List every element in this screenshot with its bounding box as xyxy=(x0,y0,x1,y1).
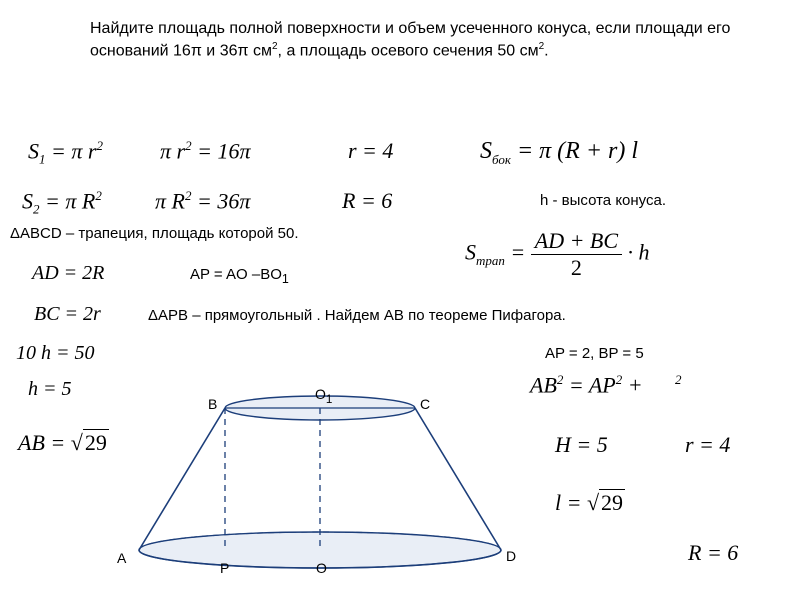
label-D: D xyxy=(506,548,516,564)
ab2-plus: + xyxy=(622,372,648,397)
pi-1: π xyxy=(191,42,202,59)
strap-num: AD + BC xyxy=(531,228,622,255)
label-B: B xyxy=(208,396,217,412)
s1-s: S xyxy=(28,138,39,163)
label-O: O xyxy=(316,560,327,576)
label-P: P xyxy=(220,560,229,576)
abcd-trap: ΔABCD – трапеция, площадь которой 50. xyxy=(10,225,299,242)
strap-s: S xyxy=(465,240,476,265)
formula-s2-rhs: π R2 = 36π xyxy=(155,188,250,214)
ab-sqrt-v: 29 xyxy=(83,429,109,455)
strap-eq: = xyxy=(505,240,531,265)
formula-h5: h = 5 xyxy=(28,378,72,401)
ap2-bp5: AP = 2, BP = 5 xyxy=(545,345,644,362)
label-O1-s: 1 xyxy=(326,393,332,406)
s2r: π R xyxy=(155,188,185,213)
ab2-l: AB xyxy=(530,372,557,397)
pi-2: π xyxy=(237,42,248,59)
label-C: C xyxy=(420,396,430,412)
ab2-m: = AP xyxy=(563,372,615,397)
formula-R6-a: R = 6 xyxy=(342,188,392,214)
ab2-s3: 2 xyxy=(675,372,682,387)
problem-cm: см xyxy=(249,42,272,59)
ap-eq-sub: 1 xyxy=(282,272,289,286)
frustum-figure: A B C D P O O1 xyxy=(120,390,520,580)
formula-strap: Sтрап = AD + BC2 · h xyxy=(465,228,650,281)
strap-den: 2 xyxy=(531,255,622,281)
formula-ab-sqrt: AB = √29 xyxy=(18,430,109,456)
formula-r4b: r = 4 xyxy=(685,432,730,458)
formula-s1-lhs: S1 = π r2 xyxy=(28,138,103,168)
formula-s1-rhs: π r2 = 16π xyxy=(160,138,250,164)
formula-R6b: R = 6 xyxy=(688,540,738,566)
l-sqrt-v: 29 xyxy=(599,489,625,515)
formula-H5: H = 5 xyxy=(555,432,608,458)
strap-sub: трап xyxy=(476,253,505,268)
problem-part2: , а площадь осевого сечения 50 см xyxy=(278,42,539,59)
ap-eq: AP = AO –BO1 xyxy=(190,266,289,286)
s1r: π r xyxy=(160,138,185,163)
formula-bc2r: BC = 2r xyxy=(34,303,101,326)
sbok-rest: = π (R + r) l xyxy=(511,138,638,164)
ap-eq-txt: AP = AO –BO xyxy=(190,266,282,283)
sbok-sub: бок xyxy=(492,152,511,167)
apb-right: ΔAPB – прямоугольный . Найдем AB по теор… xyxy=(148,307,566,324)
strap-tail: · h xyxy=(622,240,650,265)
s1-sup: 2 xyxy=(96,138,103,153)
s2-s: S xyxy=(22,188,33,213)
label-A: A xyxy=(117,550,126,566)
ab-sqrt-l: AB = xyxy=(18,430,71,455)
formula-ad2r: AD = 2R xyxy=(32,262,104,285)
formula-r4: r = 4 xyxy=(348,138,393,164)
formula-l-sqrt: l = √29 xyxy=(555,490,625,516)
s2-eq: = π R xyxy=(40,188,96,213)
problem-text: Найдите площадь полной поверхности и объ… xyxy=(90,18,770,62)
s1-eq: = π r xyxy=(46,138,97,163)
problem-and: и 36 xyxy=(202,42,238,59)
sbok-s: S xyxy=(480,138,492,164)
formula-s2-lhs: S2 = π R2 xyxy=(22,188,102,218)
problem-dot: . xyxy=(544,42,548,59)
label-O1: O1 xyxy=(315,386,332,406)
s2-sup: 2 xyxy=(95,188,102,203)
formula-ab2: AB2 = AP2 + BP2 xyxy=(530,372,681,398)
formula-sbok: Sбок = π (R + r) l xyxy=(480,138,638,168)
s2r-eq: = 36π xyxy=(191,188,250,213)
s1r-eq: = 16π xyxy=(192,138,251,163)
l-sqrt-l: l = xyxy=(555,490,587,515)
label-O1-o: O xyxy=(315,386,326,402)
h-note: h - высота конуса. xyxy=(540,192,666,209)
formula-10h: 10 h = 50 xyxy=(16,342,95,365)
